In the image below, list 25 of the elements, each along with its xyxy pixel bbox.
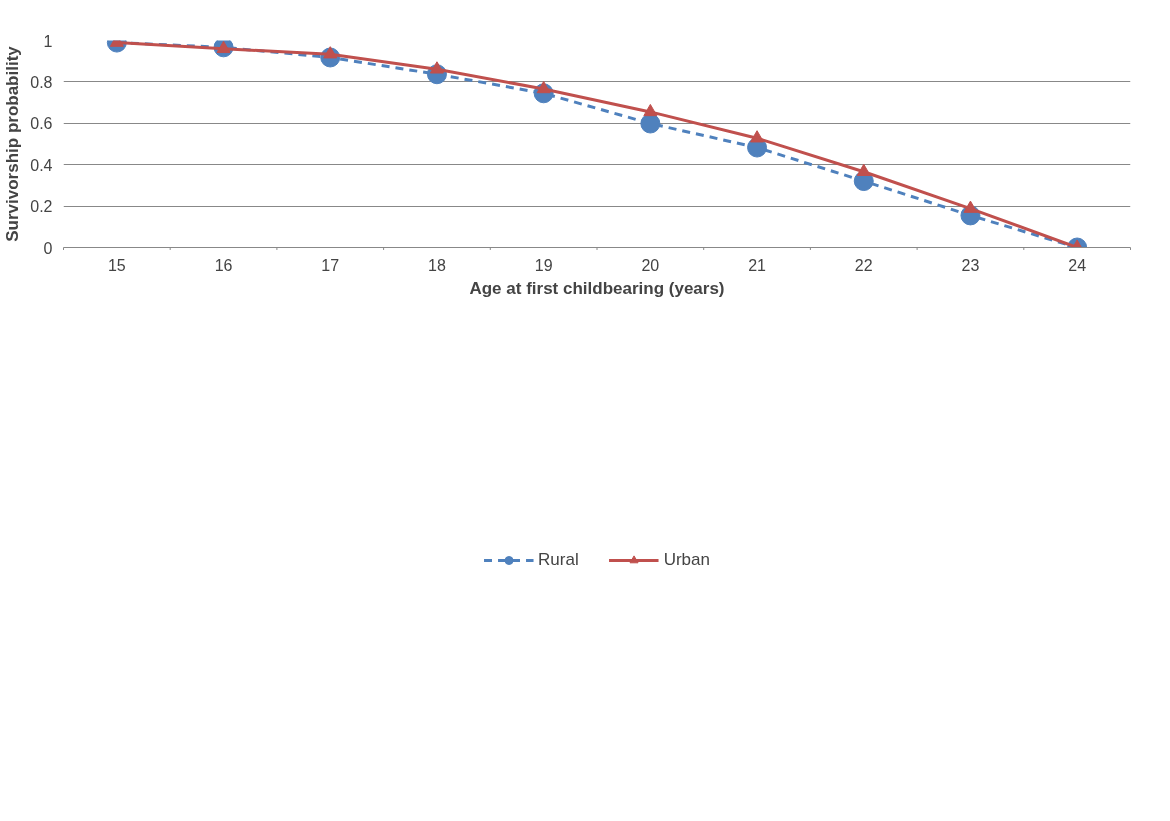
legend-label: Rural [538,550,579,570]
x-tick-label: 21 [748,256,767,274]
point [856,163,871,176]
x-tick-label: 17 [321,256,340,274]
x-tick-label: 24 [1068,256,1087,274]
x-tick-label: 20 [641,256,660,274]
y-tick-label: 0.2 [30,198,53,216]
y-tick-label: 1 [43,32,53,50]
x-tick-label: 23 [961,256,980,274]
x-axis-title: Age at first childbearing (years) [469,278,725,298]
y-tick-label: 0 [43,239,53,257]
point [750,130,765,143]
y-tick-label: 0.4 [30,156,53,174]
y-tick-label: 0.6 [30,115,53,133]
legend-label: Urban [663,550,710,570]
x-tick-label: 16 [214,256,233,274]
x-tick-label: 19 [534,256,553,274]
x-tick-label: 22 [854,256,873,274]
point [963,200,978,213]
point [643,103,658,117]
x-tick-label: 15 [107,256,126,274]
point [640,113,661,134]
x-tick-label: 18 [428,256,446,274]
y-axis-title: Survivorship probability [3,45,23,242]
y-tick-label: 0.8 [30,73,53,91]
